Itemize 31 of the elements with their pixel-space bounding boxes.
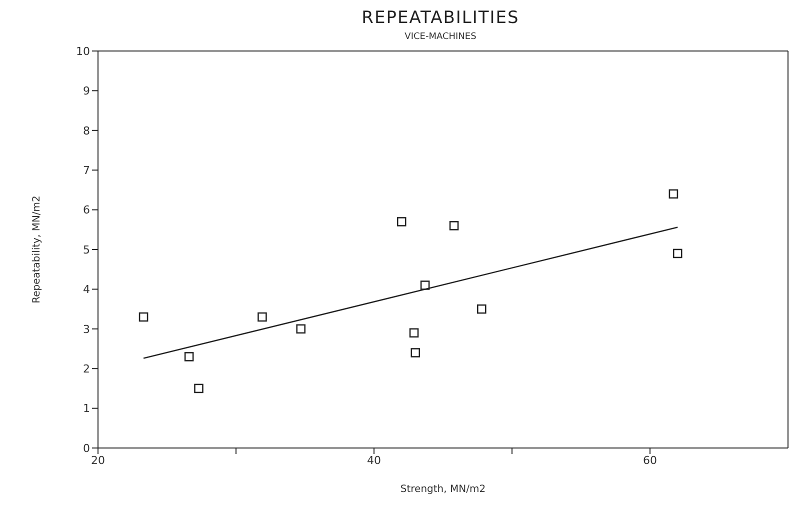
y-tick-label: 8 (83, 124, 90, 138)
point (258, 312, 267, 322)
point (668, 189, 678, 199)
point (194, 384, 204, 394)
point (672, 248, 682, 258)
point (449, 221, 459, 230)
point (409, 328, 419, 338)
y-tick-label: 3 (83, 322, 90, 336)
x-axis-title: Strength, MN/m2 (400, 484, 486, 495)
y-tick-label: 2 (83, 362, 90, 376)
point (396, 217, 406, 226)
y-tick-label: 1 (83, 402, 90, 416)
y-tick-label: 4 (83, 283, 90, 296)
y-tick-label: 9 (83, 84, 90, 98)
x-tick-label: 60 (643, 454, 657, 467)
point (420, 280, 430, 290)
point (476, 304, 486, 314)
x-tick-label: 40 (367, 454, 381, 467)
chart-subtitle: VICE-MACHINES (404, 32, 478, 42)
y-tick-label: 0 (83, 442, 90, 455)
point (410, 348, 420, 358)
y-tick-label: 10 (76, 44, 90, 58)
point (296, 324, 306, 334)
y-tick-label: 5 (83, 243, 90, 256)
y-tick-label: 6 (83, 204, 90, 217)
y-axis-title: Repeatability, MN/m2 (32, 196, 43, 304)
y-tick-label: 7 (83, 164, 90, 178)
chart-title: REPEATABILITIES (360, 8, 520, 28)
point (184, 352, 194, 362)
x-tick-label: 20 (91, 454, 105, 467)
point (138, 312, 148, 322)
